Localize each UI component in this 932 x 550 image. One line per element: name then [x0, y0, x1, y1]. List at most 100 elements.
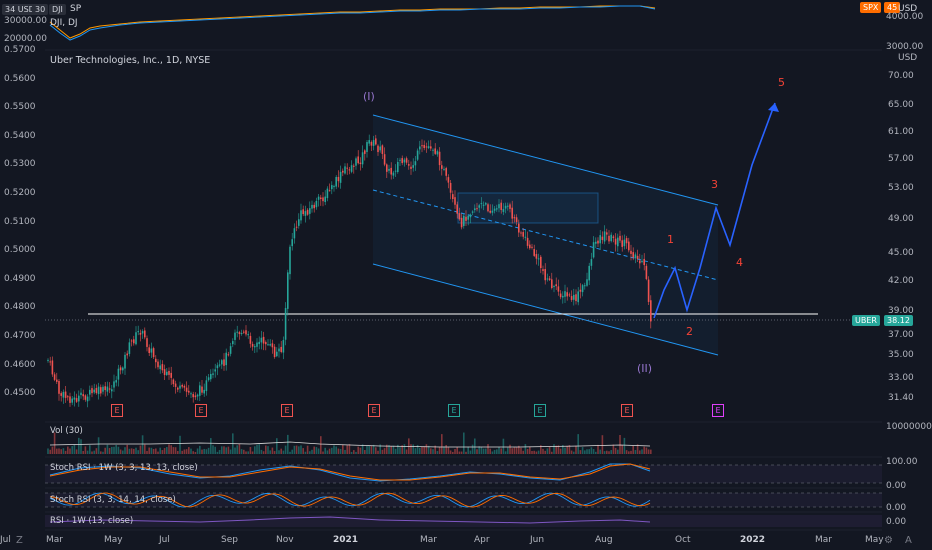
volume-bar [564, 447, 566, 454]
vol-label[interactable]: Vol (30) [50, 426, 83, 436]
right-axis-tick: 65.00 [888, 100, 914, 110]
earnings-marker[interactable]: E [111, 404, 123, 417]
volume-bar [126, 444, 128, 454]
volume-bar [414, 448, 417, 454]
wave-label-1: 1 [667, 233, 674, 246]
candle-body [104, 386, 106, 391]
volume-bar [289, 451, 291, 454]
left-axis-tick: 0.4600 [4, 359, 36, 370]
candle-body [113, 381, 115, 388]
time-axis-label: 2021 [333, 535, 359, 545]
volume-bar [438, 446, 441, 454]
right-axis-tick: 31.40 [888, 393, 914, 403]
candle-body [482, 204, 485, 206]
stoch-label[interactable]: Stoch RSI (3, 3, 14, 14, close) [50, 495, 176, 505]
earnings-marker[interactable]: E [195, 404, 207, 417]
volume-bar [328, 448, 331, 454]
volume-bar [381, 449, 384, 454]
candle-body [478, 205, 480, 208]
candle-body [320, 197, 322, 199]
candle-body [419, 146, 421, 150]
volume-bar [238, 444, 241, 454]
candle-body [584, 285, 586, 287]
candle-body [152, 348, 155, 358]
timezone-icon[interactable]: Z [16, 535, 23, 546]
left-axis-tick: 0.5300 [4, 159, 36, 170]
volume-bar [463, 432, 465, 454]
volume-bar [58, 448, 60, 454]
candle-body [361, 152, 364, 165]
candle-body [485, 203, 487, 205]
left-axis-tick: 0.4800 [4, 302, 36, 313]
volume-bar [421, 446, 423, 454]
candle-body [595, 241, 597, 244]
volume-bar [135, 447, 137, 454]
auto-scale-icon[interactable]: A [905, 535, 912, 546]
candle-body [401, 158, 403, 164]
earnings-marker[interactable]: E [712, 404, 724, 417]
candle-body [333, 186, 335, 188]
left-axis-tick: 0.4700 [4, 331, 36, 341]
volume-bar [478, 446, 480, 454]
wave-label-3: 3 [711, 178, 718, 191]
rsi1w-label[interactable]: RSI · 1W (13, close) [50, 516, 134, 526]
volume-bar [62, 448, 65, 454]
volume-bar [397, 444, 399, 454]
settings-gear-icon[interactable]: ⚙ [884, 535, 893, 546]
candle-body [322, 197, 324, 202]
volume-bar [581, 447, 584, 454]
volume-bar [71, 446, 73, 454]
earnings-marker[interactable]: E [368, 404, 380, 417]
volume-bar [315, 447, 318, 454]
candle-body [465, 216, 467, 221]
volume-bar [383, 448, 386, 454]
candle-body [445, 168, 447, 176]
volume-bar [511, 448, 513, 454]
candle-body [287, 272, 289, 309]
volume-bar [619, 434, 621, 454]
volume-bar [375, 447, 377, 454]
earnings-marker[interactable]: E [621, 404, 633, 417]
volume-bar [436, 451, 439, 454]
candle-body [280, 346, 282, 352]
volume-bar [650, 449, 652, 454]
volume-bar [485, 448, 487, 454]
volume-bar [339, 448, 342, 454]
candle-body [597, 240, 599, 244]
candle-body [236, 331, 238, 333]
volume-bar [348, 444, 351, 454]
earnings-marker[interactable]: E [534, 404, 546, 417]
channel-mid [372, 189, 719, 281]
volume-bar [388, 444, 390, 454]
sp-label: SP [70, 4, 82, 14]
volume-bar [309, 451, 311, 454]
candle-body [619, 235, 621, 241]
candle-body [491, 210, 494, 213]
earnings-marker[interactable]: E [448, 404, 460, 417]
dji-symbol-badge[interactable]: DJI [49, 4, 66, 15]
candle-body [489, 210, 491, 213]
dji-dj-label: DJI, DJ [50, 18, 78, 28]
candle-body [137, 331, 139, 333]
candle-body [73, 397, 76, 400]
volume-bar [434, 445, 436, 454]
candle-body [639, 260, 641, 264]
volume-bar [174, 447, 177, 454]
candle-body [579, 289, 582, 292]
volume-bar [399, 447, 401, 454]
candle-body [251, 343, 254, 347]
earnings-marker[interactable]: E [281, 404, 293, 417]
stoch1w-label[interactable]: Stoch RSI · 1W (3, 3, 13, 13, close) [50, 463, 198, 473]
candle-body [647, 279, 650, 302]
volume-bar [412, 444, 414, 454]
candle-body [542, 269, 544, 271]
candle-body [643, 258, 645, 266]
volume-bar [526, 448, 529, 454]
candle-body [524, 236, 527, 238]
candle-body [133, 339, 135, 344]
right-axis-tick: 37.00 [888, 330, 914, 340]
stoch-k [49, 492, 651, 508]
candle-body [467, 215, 469, 220]
volume-bar [137, 450, 139, 454]
